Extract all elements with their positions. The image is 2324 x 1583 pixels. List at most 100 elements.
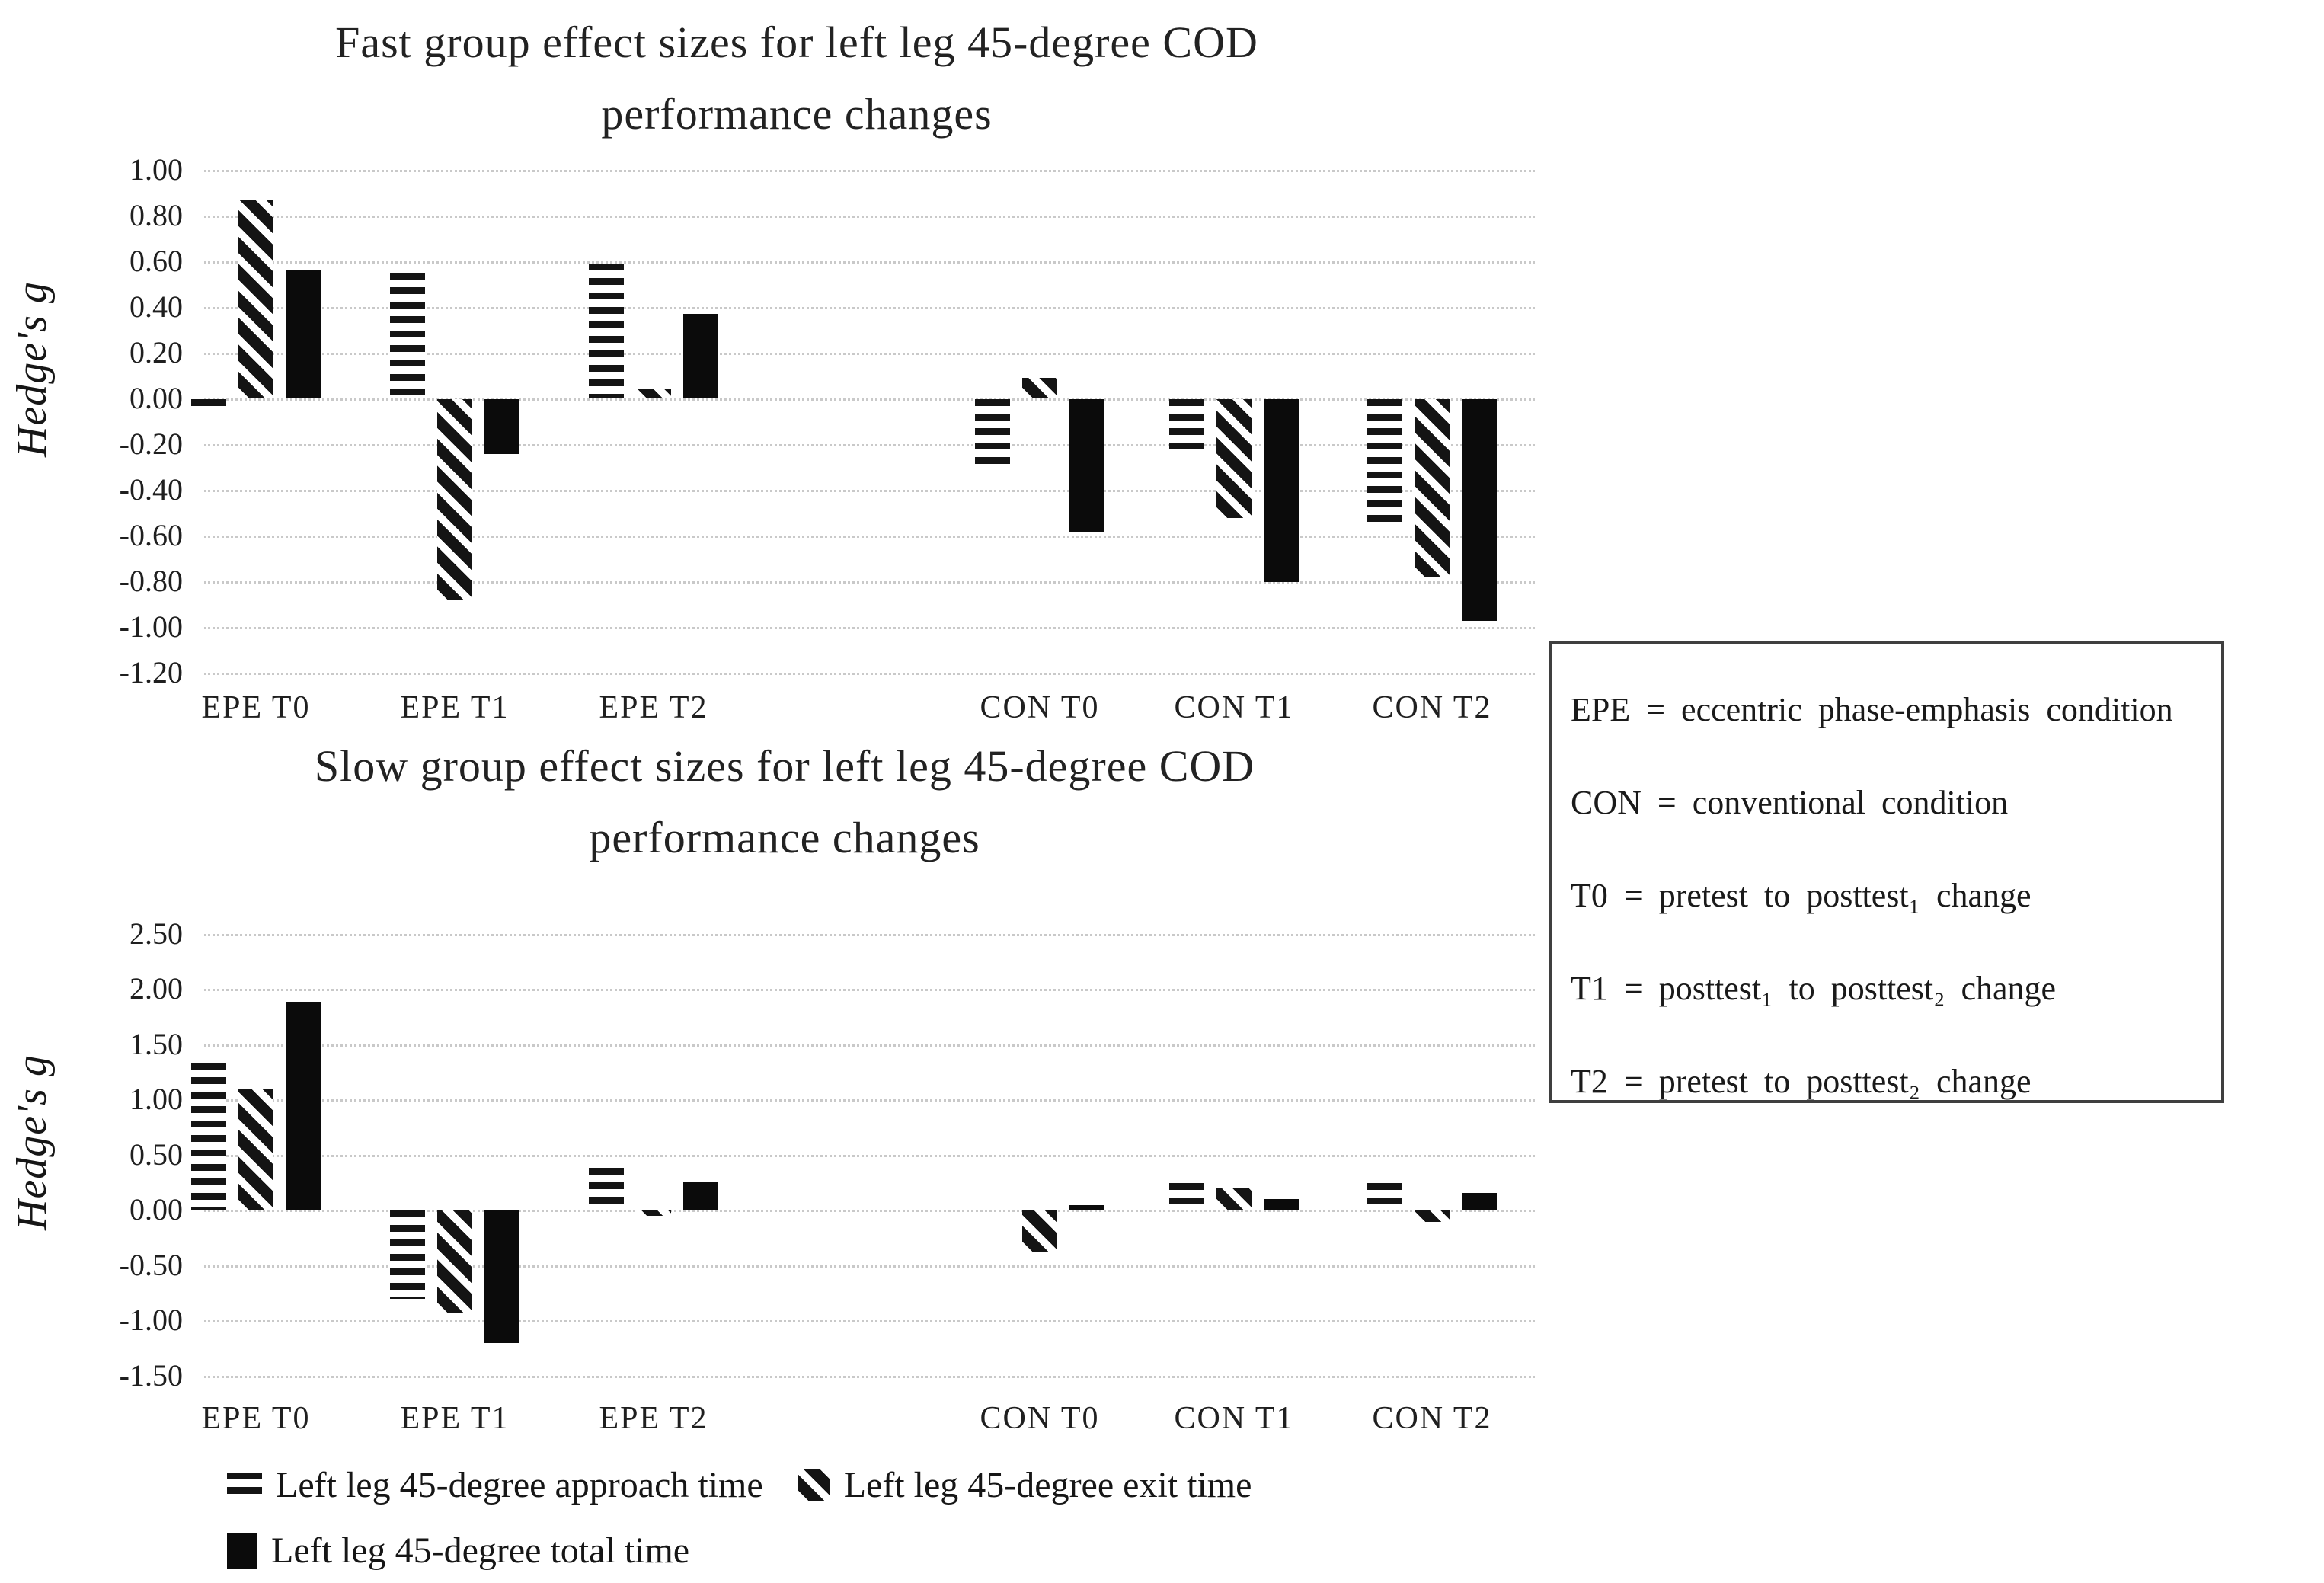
gridline--0.80 (204, 581, 1535, 584)
gridline--0.60 (204, 536, 1535, 538)
exit-time-legend-label: Left leg 45-degree exit time (843, 1465, 1252, 1505)
epe-t0-time-bar (286, 1002, 321, 1210)
epe-t1-time-bar (484, 399, 519, 454)
y-tick-label--0.50: -0.50 (119, 1248, 183, 1282)
y-tick-label-0.80: 0.80 (129, 198, 183, 232)
x-category-label-epe-t1: EPE T1 (400, 690, 510, 725)
epe-t0-time-bar (238, 1089, 273, 1210)
y-tick-label-1.00: 1.00 (129, 1082, 183, 1116)
x-category-label-epe-t0: EPE T0 (201, 1401, 311, 1436)
con-t0-time-bar (1022, 378, 1057, 398)
y-tick-label--1.00: -1.00 (119, 1303, 183, 1337)
gridline--1.00 (204, 1320, 1535, 1322)
x-category-label-con-t2: CON T2 (1372, 690, 1492, 725)
epe-t2-time-bar (589, 264, 624, 398)
con-t2-time-bar (1367, 1183, 1402, 1210)
slow-chart-title-line1: Slow group effect sizes for left leg 45-… (314, 741, 1255, 791)
definitions-box: EPE = eccentric phase-emphasis condition… (1549, 641, 2224, 1103)
gridline--1.50 (204, 1376, 1535, 1378)
con-t0-time-bar (1069, 1205, 1104, 1210)
x-category-label-epe-t2: EPE T2 (599, 690, 708, 725)
gridline-0.50 (204, 1155, 1535, 1157)
epe-t1-time-bar (437, 399, 472, 600)
epe-t0-time-bar (191, 1063, 226, 1210)
epe-t1-time-bar (390, 273, 425, 398)
approach-time-legend-label: Left leg 45-degree approach time (276, 1465, 763, 1505)
epe-t2-time-bar (683, 314, 718, 398)
epe-t1-time-bar (484, 1210, 519, 1343)
gridline--1.00 (204, 627, 1535, 629)
epe-t2-time-bar (683, 1182, 718, 1210)
y-tick-label-0.00: 0.00 (129, 381, 183, 415)
epe-t2-time-bar (589, 1168, 624, 1210)
con-t1-time-bar (1264, 399, 1299, 582)
gridline-0.20 (204, 353, 1535, 355)
series-legend-row-2: Left leg 45-degree total time (227, 1530, 689, 1572)
epe-t1-time-bar (437, 1210, 472, 1313)
gridline--0.40 (204, 490, 1535, 492)
epe-t0-time-bar (286, 270, 321, 398)
y-tick-label--1.00: -1.00 (119, 609, 183, 644)
x-category-label-epe-t1: EPE T1 (400, 1401, 510, 1436)
x-category-label-con-t0: CON T0 (980, 1401, 1100, 1436)
gridline-2.00 (204, 989, 1535, 991)
y-tick-label--0.60: -0.60 (119, 518, 183, 552)
epe-t2-time-bar (636, 389, 671, 398)
con-t1-time-bar (1264, 1199, 1299, 1210)
series-legend-row-1: Left leg 45-degree approach time Left le… (227, 1464, 1252, 1506)
con-t0-time-bar (975, 399, 1010, 468)
gridline-0.00 (204, 398, 1535, 401)
y-tick-label-1.50: 1.50 (129, 1027, 183, 1061)
con-t2-time-bar (1462, 1193, 1497, 1210)
con-t1-time-bar (1216, 1188, 1252, 1210)
epe-t0-time-bar (238, 200, 273, 398)
con-t1-time-bar (1169, 399, 1204, 454)
y-tick-label--1.20: -1.20 (119, 655, 183, 689)
y-tick-label-0.60: 0.60 (129, 244, 183, 278)
total-time-legend-label: Left leg 45-degree total time (271, 1530, 690, 1571)
total-time-pattern-icon (227, 1533, 257, 1569)
slow-chart-title-line2: performance changes (589, 813, 980, 862)
y-tick-label-1.00: 1.00 (129, 152, 183, 187)
con-t0-time-bar (1022, 1210, 1057, 1252)
y-tick-label-2.00: 2.00 (129, 971, 183, 1006)
con-t2-time-bar (1415, 399, 1450, 577)
gridline-0.80 (204, 216, 1535, 218)
x-category-label-con-t0: CON T0 (980, 690, 1100, 725)
y-tick-label-0.00: 0.00 (129, 1192, 183, 1226)
exit-time-pattern-icon (798, 1469, 830, 1501)
epe-t2-time-bar (636, 1210, 671, 1216)
con-t2-time-bar (1367, 399, 1402, 529)
con-t0-time-bar (1069, 399, 1104, 532)
definition-t1: T1 = posttest₁ to posttest₂ change (1571, 970, 2057, 1007)
fast-chart-title-line2: performance changes (601, 89, 993, 139)
approach-time-pattern-icon (227, 1472, 262, 1498)
y-tick-label-2.50: 2.50 (129, 916, 183, 951)
x-category-label-epe-t0: EPE T0 (201, 690, 311, 725)
epe-t0-time-bar (191, 399, 226, 411)
gridline-1.50 (204, 1044, 1535, 1047)
gridline--0.50 (204, 1265, 1535, 1268)
gridline--1.20 (204, 673, 1535, 675)
gridline-1.00 (204, 1099, 1535, 1102)
gridline-0.40 (204, 307, 1535, 309)
con-t2-time-bar (1462, 399, 1497, 621)
definition-con: CON = conventional condition (1571, 784, 2009, 821)
y-tick-label--0.80: -0.80 (119, 564, 183, 598)
con-t1-time-bar (1169, 1183, 1204, 1210)
x-category-label-epe-t2: EPE T2 (599, 1401, 708, 1436)
y-tick-label--0.20: -0.20 (119, 427, 183, 461)
gridline-0.60 (204, 261, 1535, 264)
gridline-2.50 (204, 934, 1535, 936)
definition-t0: T0 = pretest to posttest₁ change (1571, 877, 2032, 914)
con-t1-time-bar (1216, 399, 1252, 518)
gridline-1.00 (204, 170, 1535, 172)
definition-t2: T2 = pretest to posttest₂ change (1571, 1063, 2032, 1100)
x-category-label-con-t1: CON T1 (1174, 690, 1294, 725)
con-t2-time-bar (1415, 1210, 1450, 1222)
y-tick-label--1.50: -1.50 (119, 1358, 183, 1393)
gridline--0.20 (204, 444, 1535, 446)
x-category-label-con-t1: CON T1 (1174, 1401, 1294, 1436)
fast-chart-title-line1: Fast group effect sizes for left leg 45-… (335, 18, 1258, 67)
